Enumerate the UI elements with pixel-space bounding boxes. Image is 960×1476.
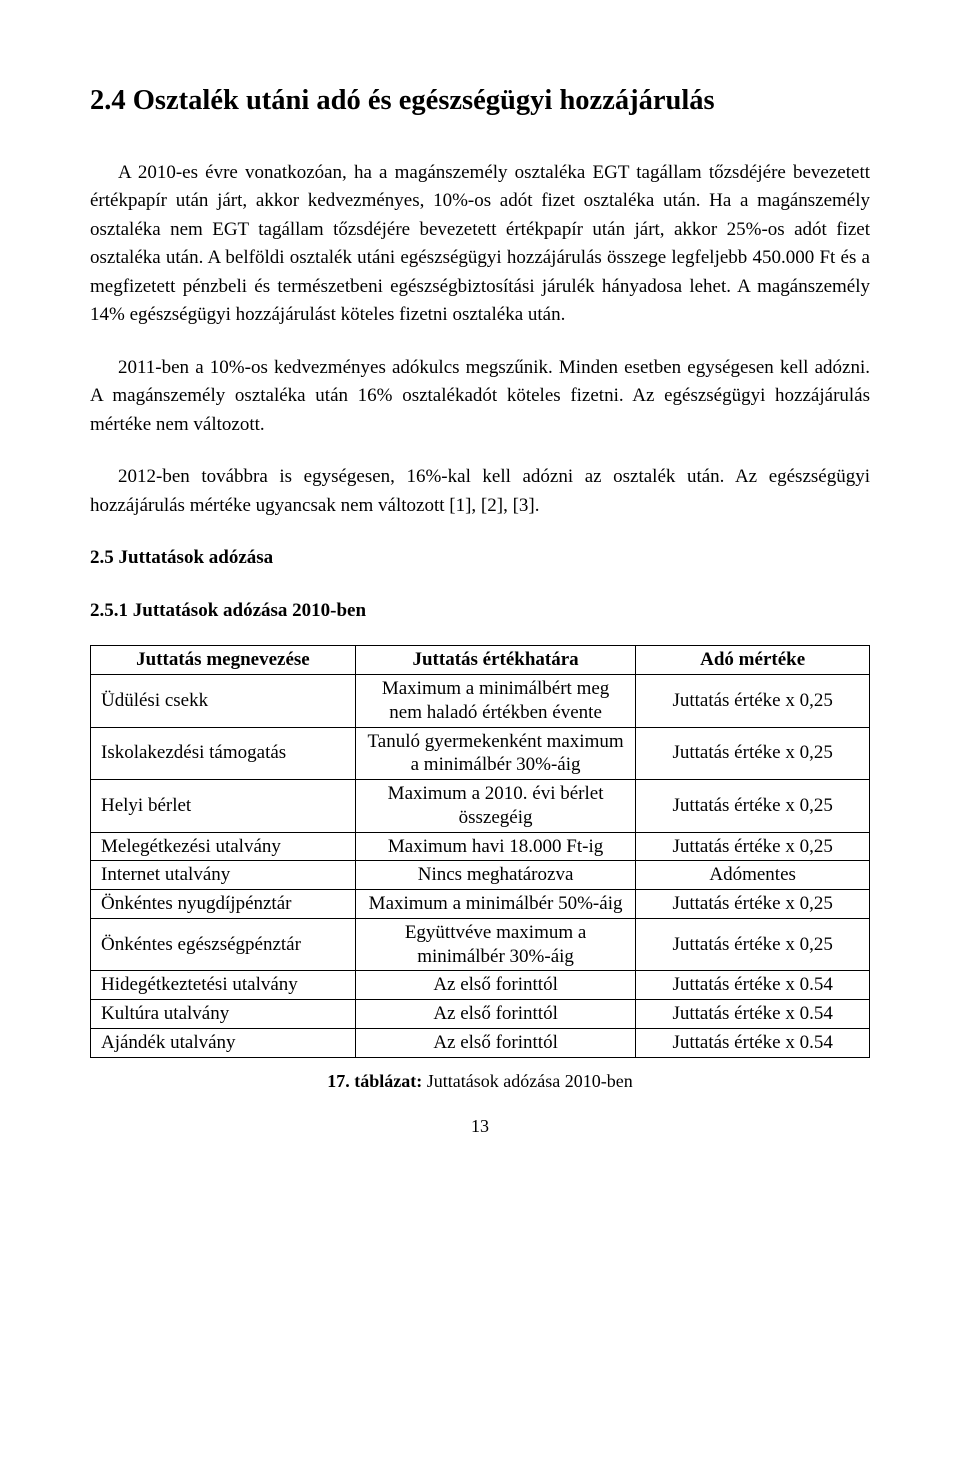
table-cell: Juttatás értéke x 0,25 [636,675,870,728]
table-row: Üdülési csekkMaximum a minimálbért meg n… [91,675,870,728]
table-cell: Juttatás értéke x 0,25 [636,727,870,780]
table-header-tax: Adó mértéke [636,646,870,675]
table-row: Ajándék utalványAz első forinttólJuttatá… [91,1028,870,1057]
table-cell: Önkéntes egészségpénztár [91,918,356,971]
table-row: Kultúra utalványAz első forinttólJuttatá… [91,1000,870,1029]
page-number: 13 [90,1113,870,1140]
section-2-4-paragraph-2: 2011-ben a 10%-os kedvezményes adókulcs … [90,354,870,440]
table-row: Helyi bérletMaximum a 2010. évi bérlet ö… [91,780,870,833]
table-cell: Juttatás értéke x 0.54 [636,1028,870,1057]
table-row: Iskolakezdési támogatásTanuló gyermekenk… [91,727,870,780]
table-cell: Juttatás értéke x 0,25 [636,832,870,861]
table-cell: Juttatás értéke x 0,25 [636,918,870,971]
table-header-name: Juttatás megnevezése [91,646,356,675]
table-cell: Az első forinttól [355,1028,635,1057]
section-2-4-paragraph-3: 2012-ben továbbra is egységesen, 16%-kal… [90,463,870,520]
table-cell: Juttatás értéke x 0,25 [636,780,870,833]
table-cell: Az első forinttól [355,971,635,1000]
table-cell: Iskolakezdési támogatás [91,727,356,780]
section-2-4-heading: 2.4 Osztalék utáni adó és egészségügyi h… [90,80,870,123]
table-cell: Maximum havi 18.000 Ft-ig [355,832,635,861]
table-cell: Az első forinttól [355,1000,635,1029]
table-cell: Helyi bérlet [91,780,356,833]
section-2-4-paragraph-1: A 2010-es évre vonatkozóan, ha a magánsz… [90,159,870,330]
table-cell: Juttatás értéke x 0.54 [636,1000,870,1029]
table-caption: 17. táblázat: Juttatások adózása 2010-be… [90,1068,870,1095]
table-cell: Maximum a minimálbért meg nem haladó ért… [355,675,635,728]
table-cell: Ajándék utalvány [91,1028,356,1057]
table-cell: Maximum a 2010. évi bérlet összegéig [355,780,635,833]
table-cell: Üdülési csekk [91,675,356,728]
table-cell: Önkéntes nyugdíjpénztár [91,890,356,919]
table-cell: Maximum a minimálbér 50%-áig [355,890,635,919]
benefits-table: Juttatás megnevezése Juttatás értékhatár… [90,645,870,1057]
caption-text: Juttatások adózása 2010-ben [422,1071,632,1091]
table-header-limit: Juttatás értékhatára [355,646,635,675]
table-cell: Együttvéve maximum a minimálbér 30%-áig [355,918,635,971]
table-cell: Kultúra utalvány [91,1000,356,1029]
table-row: Önkéntes nyugdíjpénztárMaximum a minimál… [91,890,870,919]
table-cell: Hidegétkeztetési utalvány [91,971,356,1000]
table-cell: Melegétkezési utalvány [91,832,356,861]
table-row: Melegétkezési utalványMaximum havi 18.00… [91,832,870,861]
table-cell: Adómentes [636,861,870,890]
caption-number: 17. táblázat: [327,1071,422,1091]
table-cell: Internet utalvány [91,861,356,890]
table-row: Internet utalványNincs meghatározvaAdóme… [91,861,870,890]
table-row: Hidegétkeztetési utalványAz első forintt… [91,971,870,1000]
section-2-5-heading: 2.5 Juttatások adózása [90,544,870,573]
table-cell: Juttatás értéke x 0,25 [636,890,870,919]
table-row: Önkéntes egészségpénztárEgyüttvéve maxim… [91,918,870,971]
table-header-row: Juttatás megnevezése Juttatás értékhatár… [91,646,870,675]
table-cell: Tanuló gyermekenként maximum a minimálbé… [355,727,635,780]
table-cell: Juttatás értéke x 0.54 [636,971,870,1000]
section-2-5-1-heading: 2.5.1 Juttatások adózása 2010-ben [90,597,870,626]
table-cell: Nincs meghatározva [355,861,635,890]
